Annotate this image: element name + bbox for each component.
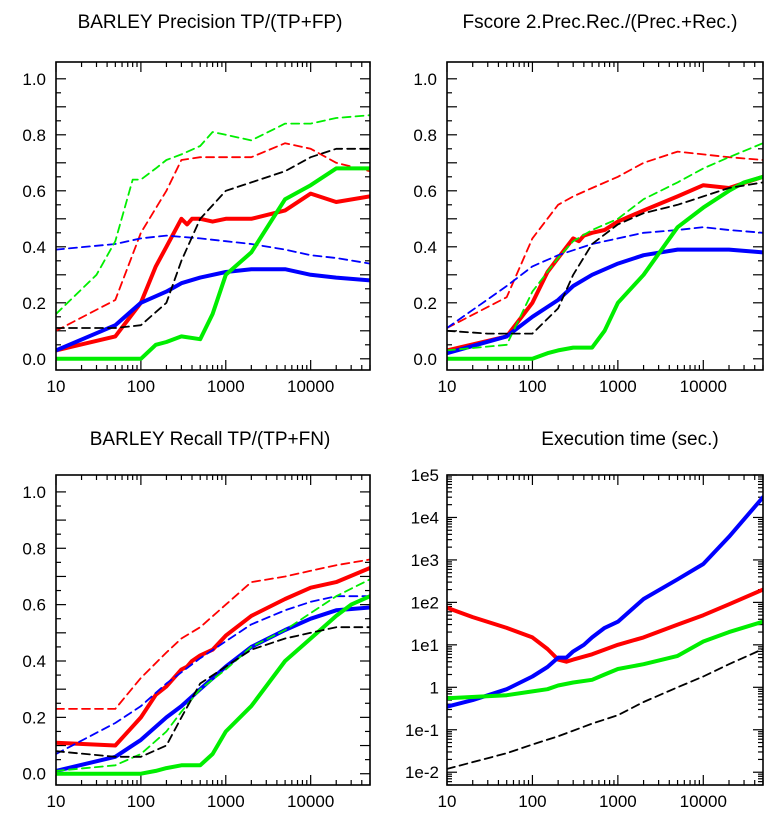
recall-panel: BARLEY Recall TP/(TP+FN) 10 100 1000 10000 0.… — [22, 429, 371, 811]
plot-frame — [446, 61, 764, 371]
y-tick-label: 0.2 — [22, 708, 46, 727]
series-line-red-solid — [56, 566, 370, 748]
x-tick-label: 100 — [127, 792, 155, 811]
series-line-blue-solid — [447, 495, 763, 709]
y-tick-label: 0.6 — [22, 182, 46, 201]
y-tick-label: 0.2 — [413, 294, 437, 313]
series-line-green-solid — [447, 174, 763, 361]
y-tick-label: 1.0 — [22, 70, 46, 89]
y-tick-label: 1e-1 — [405, 721, 439, 740]
series-line-blue-solid — [56, 605, 370, 773]
x-tick-label: 1000 — [599, 792, 637, 811]
x-tick-label: 1000 — [207, 377, 245, 396]
x-tick-label: 10000 — [680, 377, 727, 396]
chart-title: BARLEY Precision TP/(TP+FP) — [78, 12, 343, 33]
y-tick-label: 0.4 — [413, 238, 437, 257]
y-tick-label: 1e4 — [411, 508, 439, 527]
y-tick-label: 1e1 — [411, 636, 439, 655]
x-tick-label: 10 — [438, 792, 457, 811]
y-tick-label: 0.0 — [22, 350, 46, 369]
chart-title: BARLEY Recall TP/(TP+FN) — [90, 429, 331, 450]
x-tick-label: 10000 — [680, 792, 727, 811]
series-line-blue-solid — [447, 247, 763, 356]
y-tick-label: 1e-2 — [405, 763, 439, 782]
y-tick-label: 1e5 — [411, 466, 439, 485]
series-line-red-dashed — [56, 558, 370, 710]
y-tick-label: 1.0 — [413, 70, 437, 89]
x-tick-label: 100 — [127, 377, 155, 396]
series-line-green-solid — [56, 166, 370, 361]
series-line-green-solid — [56, 594, 370, 776]
series-line-black-dashed — [447, 648, 763, 770]
chart-title: Fscore 2.Prec.Rec./(Prec.+Rec.) — [462, 12, 737, 33]
series-line-blue-dashed — [56, 595, 370, 755]
y-tick-label: 0.0 — [413, 350, 437, 369]
series-line-green-dashed — [447, 142, 763, 352]
series-line-black-dashed — [56, 626, 370, 758]
x-tick-label: 1000 — [599, 377, 637, 396]
series-line-red-dashed — [56, 142, 370, 332]
x-tick-label: 100 — [518, 792, 546, 811]
series-line-green-solid — [447, 619, 763, 701]
series-line-red-solid — [447, 587, 763, 664]
execution-time-panel: Execution time (sec.) 10 100 1000 10000 1e-2 1… — [405, 429, 764, 811]
x-tick-label: 10 — [47, 792, 66, 811]
y-tick-label: 0.8 — [413, 126, 437, 145]
plot-frame — [55, 61, 371, 371]
series-line-blue-solid — [56, 267, 370, 353]
y-tick-label: 0.8 — [22, 539, 46, 558]
x-tick-label: 100 — [518, 377, 546, 396]
x-tick-label: 10 — [438, 377, 457, 396]
series-line-black-dashed — [56, 147, 370, 329]
x-tick-label: 1000 — [207, 792, 245, 811]
y-tick-label: 1.0 — [22, 483, 46, 502]
y-tick-label: 1 — [430, 678, 439, 697]
y-tick-label: 1e2 — [411, 593, 439, 612]
y-tick-label: 0.4 — [22, 652, 46, 671]
fscore-panel: Fscore 2.Prec.Rec./(Prec.+Rec.) 10 100 1000… — [413, 12, 764, 396]
plot-frame — [55, 474, 371, 786]
y-tick-label: 0.6 — [22, 596, 46, 615]
series-line-red-solid — [56, 191, 370, 353]
x-tick-label: 10000 — [287, 377, 334, 396]
chart-title: Execution time (sec.) — [541, 429, 718, 450]
x-tick-label: 10 — [47, 377, 66, 396]
series-line-black-dashed — [447, 181, 763, 335]
series-line-green-dashed — [56, 114, 370, 315]
series-line-blue-dashed — [447, 226, 763, 329]
y-tick-label: 0.8 — [22, 126, 46, 145]
precision-panel: BARLEY Precision TP/(TP+FP) 10 100 1000 1000… — [22, 12, 371, 396]
series-line-blue-dashed — [56, 234, 370, 265]
series-line-red-dashed — [447, 150, 763, 329]
y-tick-label: 0.6 — [413, 182, 437, 201]
x-tick-label: 10000 — [287, 792, 334, 811]
y-tick-label: 0.0 — [22, 765, 46, 784]
series-line-green-dashed — [56, 578, 370, 772]
y-tick-label: 0.4 — [22, 238, 46, 257]
y-tick-label: 1e3 — [411, 551, 439, 570]
y-tick-label: 0.2 — [22, 294, 46, 313]
series-line-red-solid — [447, 174, 763, 353]
plot-frame — [446, 474, 764, 786]
